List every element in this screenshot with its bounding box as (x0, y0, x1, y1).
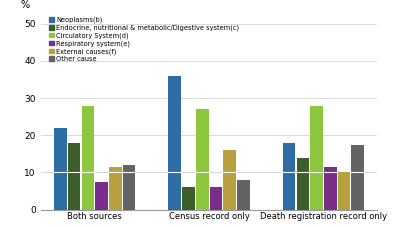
Legend: Neoplasms(b), Endocrine, nutritional & metabolic/Digestive system(c), Circulator: Neoplasms(b), Endocrine, nutritional & m… (48, 16, 240, 63)
Bar (81, 173, 94, 210)
Bar (168, 76, 181, 173)
Bar (182, 187, 195, 210)
Bar (68, 143, 81, 173)
Y-axis label: %: % (20, 0, 29, 10)
Bar (297, 173, 309, 210)
Bar (224, 150, 236, 173)
Bar (351, 145, 364, 173)
Bar (54, 173, 67, 210)
Bar (324, 173, 337, 210)
Bar (351, 173, 364, 210)
Bar (283, 143, 295, 173)
Bar (109, 173, 121, 210)
Bar (168, 173, 181, 210)
Bar (54, 128, 67, 173)
Bar (297, 158, 309, 173)
Bar (310, 106, 323, 173)
Bar (210, 187, 222, 210)
Bar (123, 173, 135, 210)
Bar (196, 109, 208, 173)
Bar (237, 180, 250, 210)
Bar (109, 167, 121, 173)
Bar (123, 165, 135, 173)
Bar (68, 173, 81, 210)
Bar (324, 167, 337, 173)
Bar (196, 173, 208, 210)
Bar (95, 182, 108, 210)
Bar (283, 173, 295, 210)
Bar (81, 106, 94, 173)
Bar (224, 173, 236, 210)
Bar (338, 173, 351, 210)
Bar (310, 173, 323, 210)
